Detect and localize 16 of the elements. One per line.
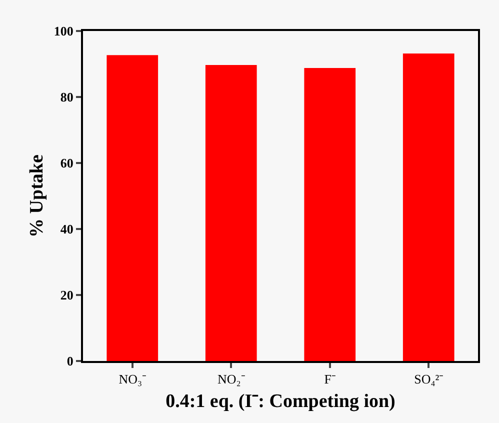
y-axis-title: % Uptake xyxy=(26,154,48,238)
x-tick-label: NO₃⁻ xyxy=(118,372,146,387)
y-tick-label: 60 xyxy=(60,156,74,171)
y-tick-label: 80 xyxy=(60,90,74,105)
y-tick-label: 40 xyxy=(60,222,74,237)
y-tick-label: 100 xyxy=(54,24,74,39)
bar xyxy=(205,64,257,361)
bar xyxy=(402,53,454,361)
y-tick-label: 20 xyxy=(60,288,74,303)
y-tick-label: 0 xyxy=(66,354,74,369)
bar xyxy=(106,55,158,361)
x-tick-label: NO₂⁻ xyxy=(217,372,245,387)
x-axis-title: 0.4:1 eq. (I⁻: Competing ion) xyxy=(166,390,396,412)
x-tick-label: F⁻ xyxy=(324,372,336,387)
bar xyxy=(304,68,356,361)
x-tick-label: SO₄²⁻ xyxy=(414,372,444,387)
